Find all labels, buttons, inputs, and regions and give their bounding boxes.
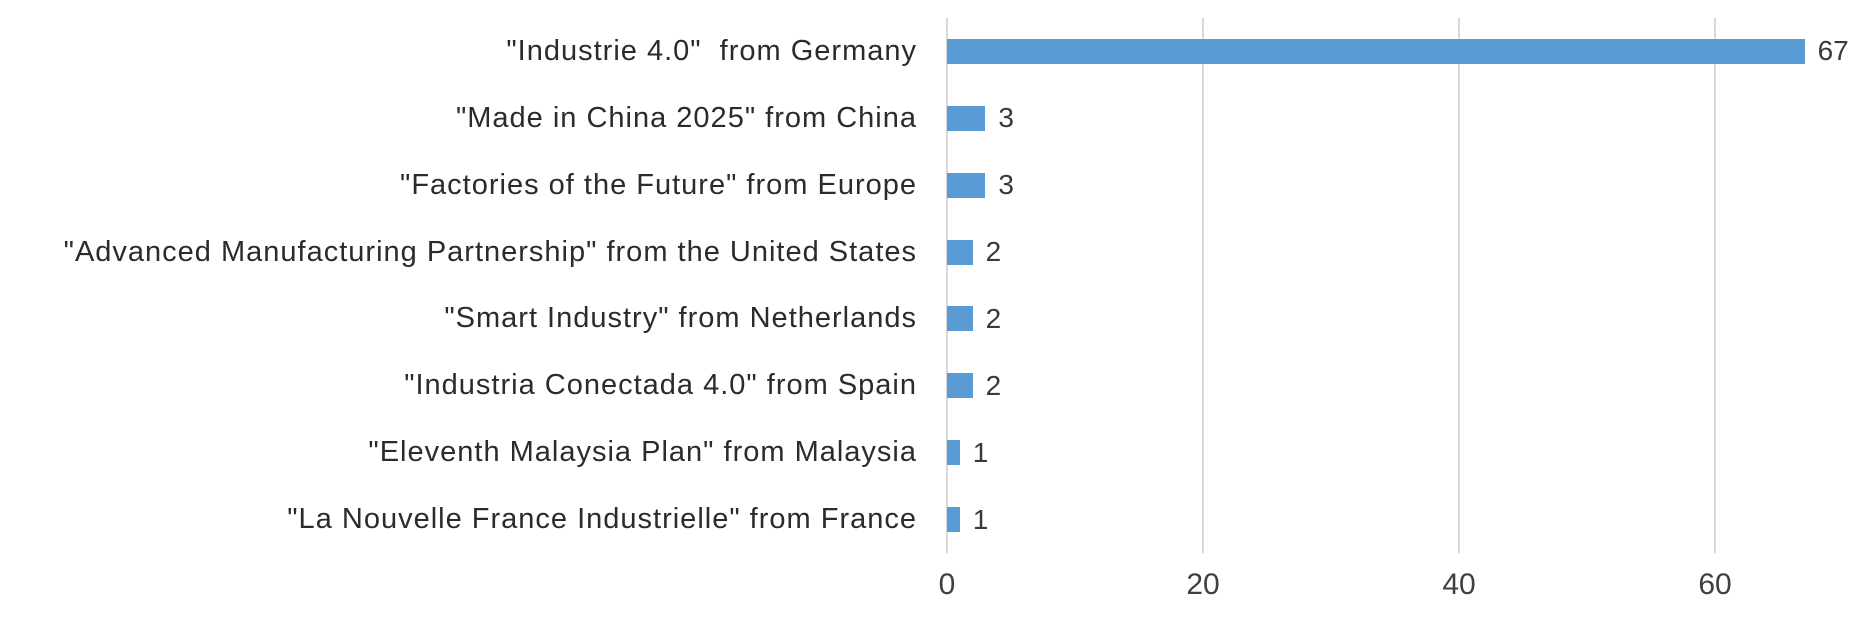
bar: [947, 105, 986, 131]
category-row: "Factories of the Future" from Europe: [0, 152, 917, 219]
bar: [947, 373, 973, 399]
bar-value-label: 1: [972, 436, 989, 468]
gridline: [1458, 18, 1460, 553]
x-tick-label: 20: [1186, 568, 1220, 601]
bar-row: 67: [947, 18, 1875, 85]
bar-value-label: 1: [972, 503, 989, 535]
bar: [947, 38, 1805, 64]
bar-value-label: 3: [998, 102, 1014, 134]
category-label: "Eleventh Malaysia Plan" from Malaysia: [368, 436, 917, 469]
category-row: "Made in China 2025" from China: [0, 85, 917, 152]
category-label: "Factories of the Future" from Europe: [400, 168, 917, 201]
bar-row: 2: [947, 352, 1875, 419]
category-row: "Smart Industry" from Netherlands: [0, 286, 917, 353]
category-row: "Advanced Manufacturing Partnership" fro…: [0, 219, 917, 286]
bar: [947, 440, 960, 466]
bar: [947, 239, 973, 265]
bar-row: 1: [947, 486, 1875, 553]
category-row: "Industrie 4.0" from Germany: [0, 18, 917, 85]
x-tick-label: 0: [938, 568, 956, 601]
category-row: "La Nouvelle France Industrielle" from F…: [0, 486, 917, 553]
bar-value-label: 67: [1817, 35, 1849, 67]
gridline: [1202, 18, 1204, 553]
category-axis: "Industrie 4.0" from Germany "Made in Chi…: [0, 18, 917, 553]
category-label: "Industrie 4.0" from Germany: [506, 34, 917, 67]
category-label: "Industria Conectada 4.0" from Spain: [404, 369, 917, 402]
bar-row: 1: [947, 419, 1875, 486]
bar-series: 67 3 3 2 2 2 1 1: [947, 18, 1875, 553]
bar-value-label: 2: [985, 302, 1002, 334]
category-row: "Industria Conectada 4.0" from Spain: [0, 352, 917, 419]
plot-area: 67 3 3 2 2 2 1 1: [946, 18, 1875, 553]
gridline: [1714, 18, 1716, 553]
category-row: "Eleventh Malaysia Plan" from Malaysia: [0, 419, 917, 486]
bar-row: 3: [947, 85, 1875, 152]
bar-value-label: 2: [985, 236, 1002, 268]
x-tick-label: 60: [1698, 568, 1732, 601]
bar: [947, 172, 986, 198]
bar-value-label: 2: [985, 369, 1002, 401]
bar-row: 2: [947, 286, 1875, 353]
gridline: [946, 18, 948, 553]
category-label: "Smart Industry" from Netherlands: [444, 302, 917, 335]
category-label: "Made in China 2025" from China: [455, 101, 917, 134]
bar-value-label: 3: [998, 169, 1014, 201]
category-label: "Advanced Manufacturing Partnership" fro…: [63, 235, 917, 268]
x-axis-tick-labels: 0 20 40 60: [939, 568, 1875, 610]
x-tick-label: 40: [1442, 568, 1476, 601]
category-label: "La Nouvelle France Industrielle" from F…: [287, 503, 917, 536]
bar-row: 2: [947, 219, 1875, 286]
bar: [947, 507, 960, 533]
bar-row: 3: [947, 152, 1875, 219]
bar: [947, 306, 973, 332]
